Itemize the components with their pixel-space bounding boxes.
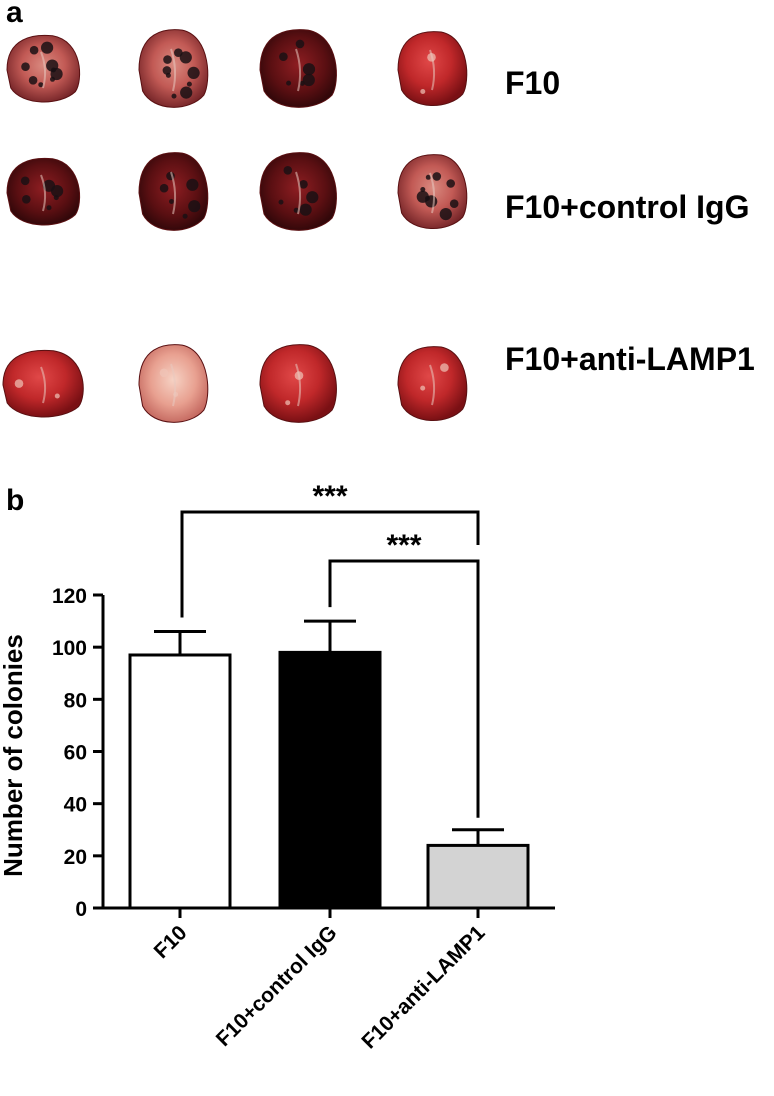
x-tick-label: F10+anti-LAMP1 — [357, 921, 489, 1053]
significance-bracket — [180, 510, 480, 618]
lung-specimen — [138, 344, 209, 423]
x-tick-label: F10+control IgG — [212, 921, 342, 1051]
lung-specimen — [259, 29, 337, 108]
row-label: F10 — [505, 65, 560, 101]
row-label: F10+anti-LAMP1 — [505, 341, 755, 377]
lung-grid: F10 F10+control IgG F10+anti-LAMP1 — [2, 29, 755, 423]
lung-specimen — [138, 29, 209, 108]
lung-specimen — [259, 152, 337, 231]
lung-specimen — [138, 152, 209, 231]
significance-bracket — [328, 559, 480, 818]
panel-b-letter: b — [6, 484, 24, 517]
y-tick-label: 0 — [75, 898, 87, 921]
lung-specimen — [6, 157, 81, 226]
bar — [426, 843, 530, 910]
lung-specimen — [397, 346, 468, 422]
y-axis-title: Number of colonies — [0, 634, 28, 877]
row-label: F10+control IgG — [505, 189, 749, 225]
lung-specimen — [259, 344, 337, 423]
y-tick-label: 80 — [64, 689, 87, 712]
y-tick-label: 120 — [52, 585, 87, 608]
y-tick-label: 60 — [64, 742, 87, 765]
lung-specimen — [397, 31, 468, 107]
bar-chart: 0 20 40 60 80 100 120 Number of colonies F10 F10+… — [0, 480, 555, 1053]
lung-specimen — [397, 154, 468, 230]
y-tick-label: 20 — [64, 846, 87, 869]
bar — [278, 650, 382, 910]
panel-a-letter: a — [6, 0, 23, 29]
significance-label: *** — [312, 480, 347, 513]
lung-specimen — [6, 34, 81, 103]
bar — [128, 653, 232, 910]
x-tick-label: F10 — [150, 921, 192, 963]
lung-specimen — [2, 349, 84, 418]
y-tick-label: 100 — [52, 637, 87, 660]
significance-label: *** — [386, 529, 421, 562]
y-tick-label: 40 — [64, 794, 87, 817]
